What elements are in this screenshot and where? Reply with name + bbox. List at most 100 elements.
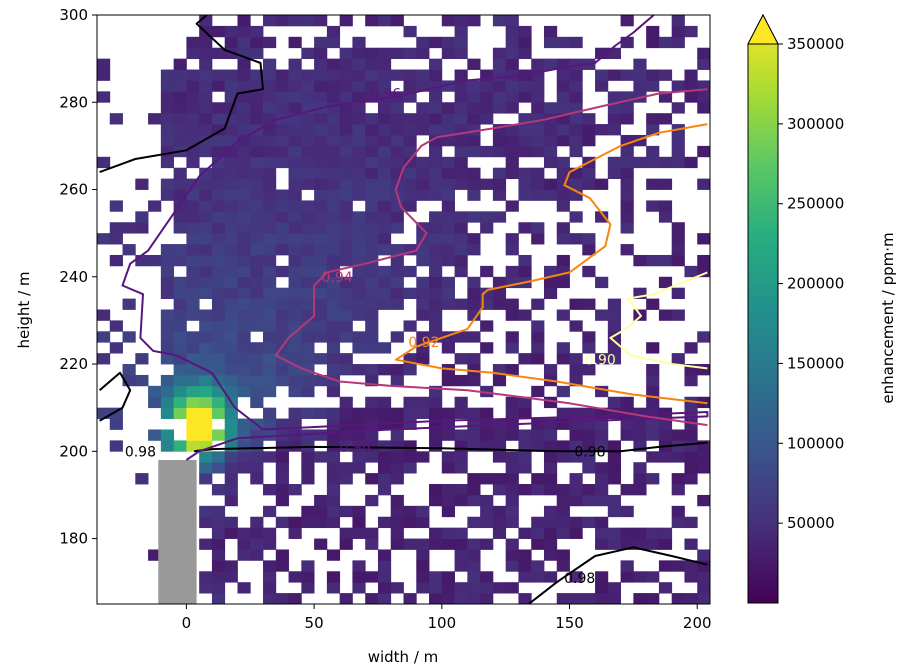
heatmap-cell: [122, 374, 136, 387]
heatmap-cell: [211, 549, 226, 561]
heatmap-cell: [263, 538, 277, 550]
heatmap-cell: [556, 58, 570, 70]
heatmap-cell: [314, 374, 328, 387]
heatmap-cell: [237, 342, 251, 354]
heatmap-cell: [199, 429, 213, 441]
heatmap-cell: [543, 265, 558, 278]
heatmap-cell: [301, 582, 315, 594]
heatmap-cell: [365, 331, 379, 343]
heatmap-cell: [301, 244, 315, 256]
heatmap-cell: [352, 36, 366, 49]
heatmap-cell: [339, 593, 353, 604]
heatmap-cell: [467, 124, 481, 136]
heatmap-cell: [684, 571, 698, 583]
heatmap-cell: [224, 91, 238, 103]
heatmap-cell: [352, 222, 366, 234]
heatmap-cell: [263, 200, 277, 212]
heatmap-cell: [620, 145, 634, 158]
heatmap-cell: [160, 342, 175, 354]
heatmap-cell: [160, 189, 175, 201]
heatmap-cell: [250, 396, 264, 409]
heatmap-cell: [620, 527, 634, 539]
heatmap-cell: [658, 113, 673, 125]
heatmap-cell: [237, 582, 251, 594]
heatmap-cell: [288, 211, 302, 223]
heatmap-cell: [199, 462, 213, 474]
heatmap-cell: [582, 418, 596, 430]
heatmap-cell: [633, 156, 647, 169]
heatmap-cell: [416, 396, 430, 409]
heatmap-cell: [160, 429, 175, 441]
heatmap-cell: [697, 58, 710, 70]
heatmap-cell: [326, 462, 341, 474]
heatmap-cell: [288, 200, 302, 212]
heatmap-cell: [314, 538, 328, 550]
heatmap-cell: [365, 571, 379, 583]
heatmap-cell: [237, 364, 251, 376]
heatmap-cell: [429, 265, 443, 278]
contour-label: 0.96: [370, 87, 401, 103]
heatmap-cell: [377, 167, 392, 180]
heatmap-cell: [492, 440, 507, 452]
heatmap-cell: [429, 320, 443, 332]
heatmap-cell: [301, 178, 315, 190]
heatmap-cell: [263, 571, 277, 583]
heatmap-cell: [467, 473, 481, 485]
heatmap-cell: [288, 484, 302, 496]
heatmap-cell: [352, 298, 366, 310]
heatmap-cell: [633, 254, 647, 267]
heatmap-cell: [492, 47, 507, 60]
heatmap-cell: [429, 189, 443, 201]
heatmap-cell: [505, 134, 519, 147]
heatmap-cell: [339, 538, 353, 550]
heatmap-cell: [263, 167, 277, 180]
heatmap-cell: [97, 309, 111, 321]
heatmap-cell: [671, 505, 685, 518]
heatmap-cell: [556, 407, 570, 419]
heatmap-cell: [224, 222, 238, 234]
heatmap-cell: [441, 222, 455, 234]
heatmap-cell: [441, 429, 455, 441]
heatmap-cell: [199, 145, 213, 158]
axes-frame: [96, 14, 711, 605]
heatmap-cell: [684, 374, 698, 387]
heatmap-cell: [531, 571, 545, 583]
heatmap-cell: [429, 298, 443, 310]
heatmap-cell: [250, 233, 264, 245]
heatmap-cell: [505, 47, 519, 60]
heatmap-cell: [377, 484, 392, 496]
heatmap-cell: [352, 254, 366, 267]
heatmap-cell: [454, 80, 468, 92]
heatmap-cell: [301, 222, 315, 234]
heatmap-cell: [160, 396, 175, 409]
heatmap-cell: [326, 320, 341, 332]
heatmap-cell: [620, 36, 634, 49]
heatmap-cell: [646, 527, 660, 539]
heatmap-cell: [607, 396, 621, 409]
heatmap-cell: [339, 113, 353, 125]
heatmap-cell: [556, 178, 570, 190]
heatmap-cell: [390, 374, 404, 387]
heatmap-cell: [595, 276, 609, 289]
heatmap-cell: [582, 484, 596, 496]
heatmap-cell: [480, 571, 494, 583]
heatmap-cell: [390, 505, 404, 518]
heatmap-cell: [518, 309, 532, 321]
heatmap-cell: [416, 156, 430, 169]
heatmap-cell: [314, 254, 328, 267]
heatmap-cell: [492, 484, 507, 496]
heatmap-cell: [365, 244, 379, 256]
heatmap-cell: [275, 200, 289, 212]
heatmap-cell: [288, 374, 302, 387]
heatmap-cell: [518, 407, 532, 419]
heatmap-cell: [429, 429, 443, 441]
heatmap-cell: [518, 462, 532, 474]
heatmap-cell: [352, 244, 366, 256]
heatmap-cell: [390, 418, 404, 430]
heatmap-cell: [326, 36, 341, 49]
heatmap-cell: [109, 407, 123, 419]
heatmap-cell: [301, 113, 315, 125]
heatmap-cell: [607, 331, 621, 343]
heatmap-cell: [301, 254, 315, 267]
heatmap-cell: [646, 571, 660, 583]
